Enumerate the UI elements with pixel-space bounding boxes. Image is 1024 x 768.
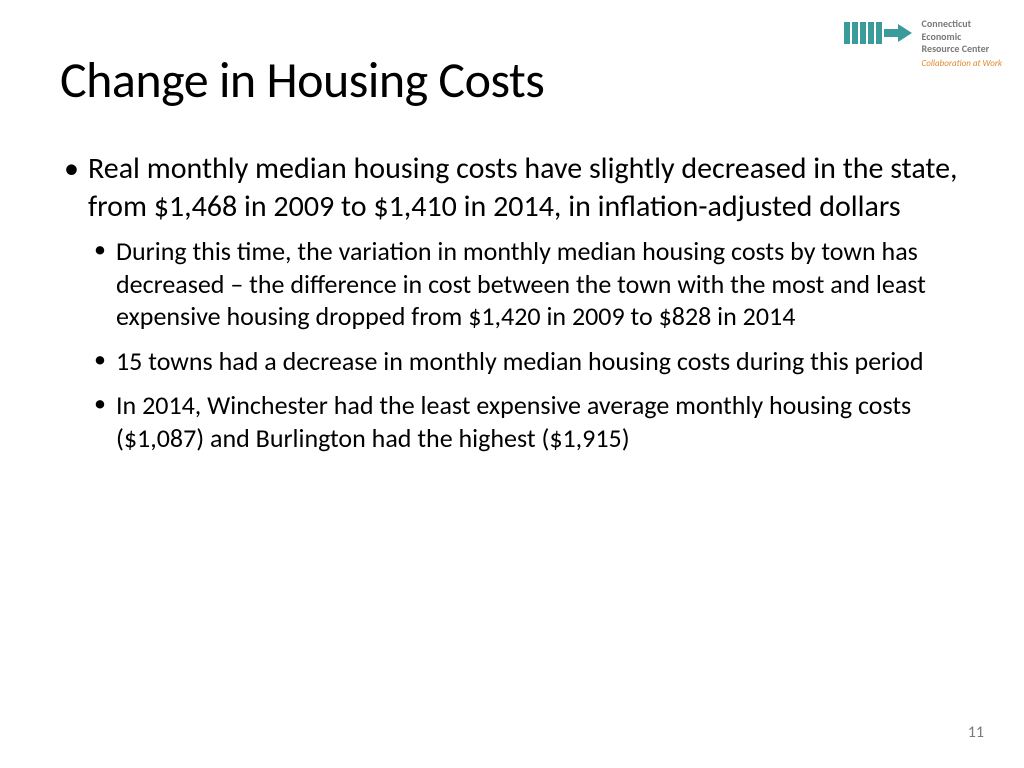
bullet-main-text: Real monthly median housing costs have s…: [88, 150, 958, 225]
cerc-logo-mark: [844, 18, 914, 48]
logo-area: Connecticut Economic Resource Center Col…: [844, 18, 1002, 69]
logo-line3: Resource Center: [922, 43, 1002, 56]
bullet-sub-1: During this time, the variation in month…: [88, 235, 964, 333]
logo-tagline: Collaboration at Work: [922, 58, 1002, 69]
bullet-sub-2: 15 towns had a decrease in monthly media…: [88, 345, 964, 378]
bullet-list-level2: During this time, the variation in month…: [88, 235, 964, 454]
slide-title: Change in Housing Costs: [60, 50, 544, 111]
bullet-sub-3: In 2014, Winchester had the least expens…: [88, 389, 964, 454]
bullet-list-level1: Real monthly median housing costs have s…: [60, 150, 964, 454]
content-area: Real monthly median housing costs have s…: [60, 150, 964, 466]
logo-text: Connecticut Economic Resource Center Col…: [922, 18, 1002, 69]
bullet-main: Real monthly median housing costs have s…: [60, 150, 964, 454]
page-number: 11: [968, 723, 984, 742]
logo-line1: Connecticut: [922, 18, 1002, 31]
